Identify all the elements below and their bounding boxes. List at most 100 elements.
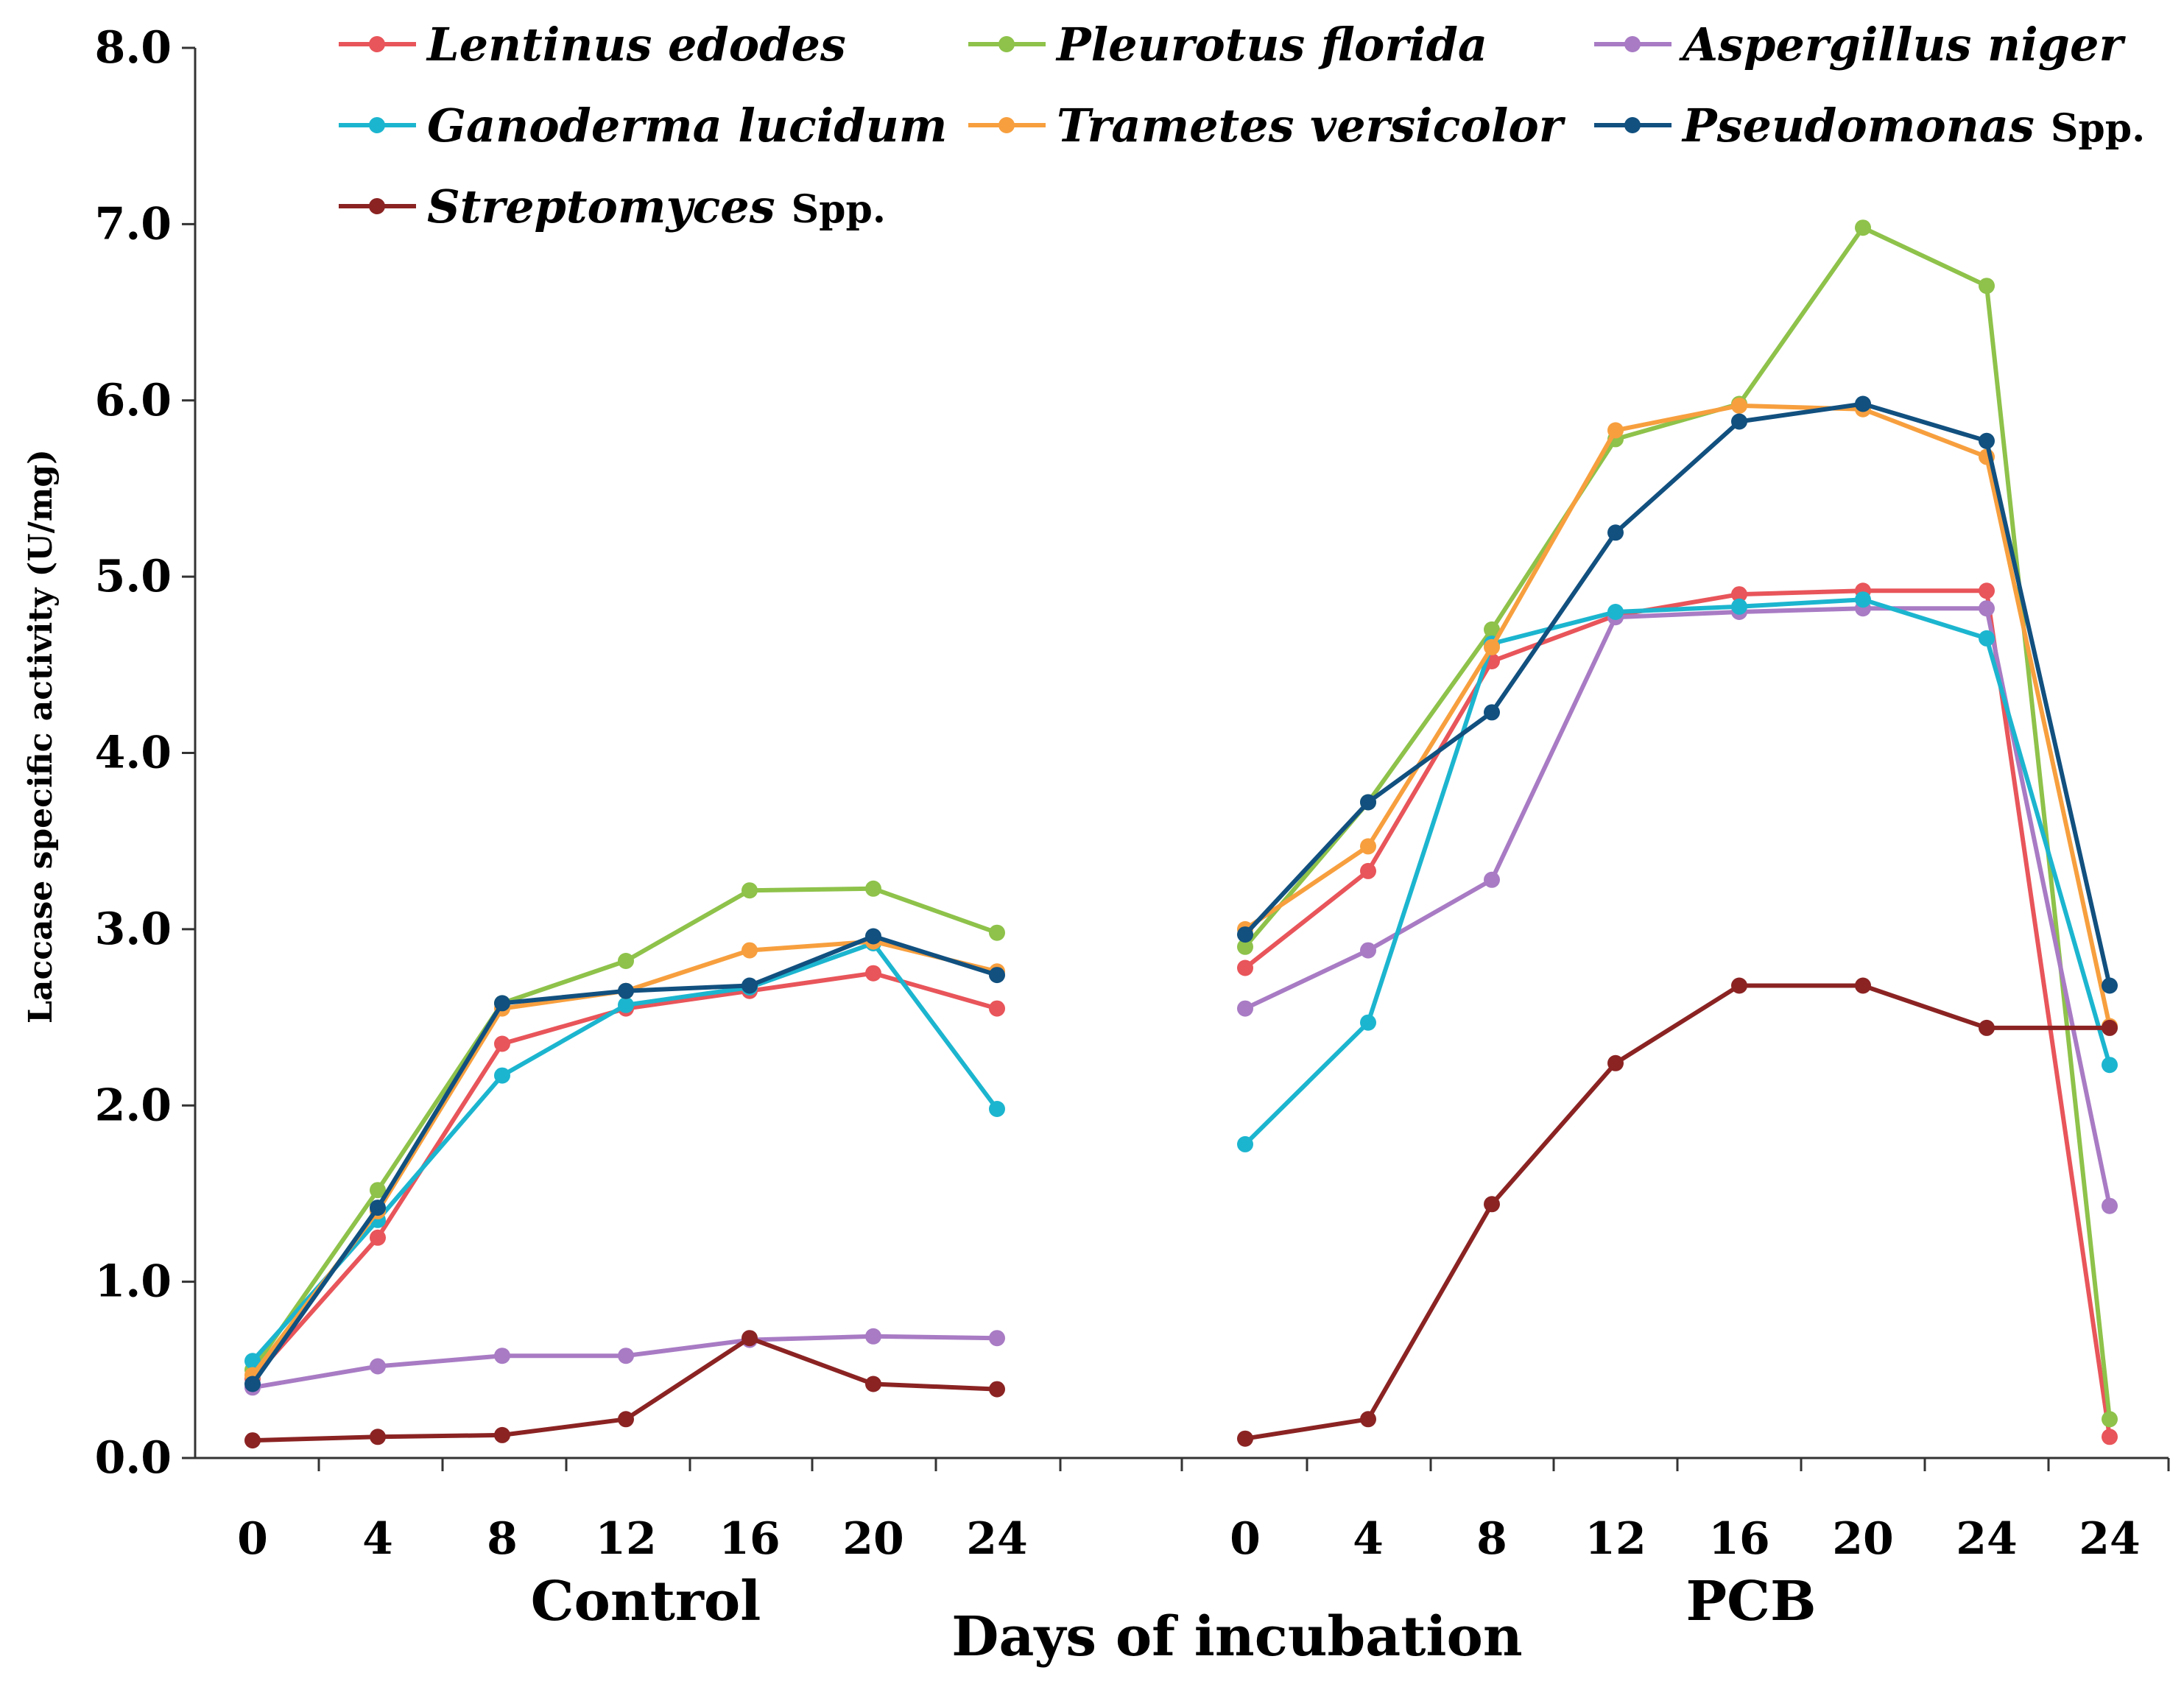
data-point — [1731, 586, 1747, 603]
data-point — [989, 1000, 1005, 1017]
data-point — [1360, 838, 1376, 855]
legend-suffix: Spp. — [2051, 106, 2145, 151]
legend-swatch-marker — [998, 117, 1015, 133]
legend-label: Aspergillus niger — [1679, 18, 2126, 71]
y-axis-title: Laccase specific activity (U/mg) — [22, 449, 60, 1024]
data-point — [2102, 1197, 2118, 1214]
y-tick-label: 8.0 — [95, 22, 172, 74]
data-point — [1607, 524, 1624, 541]
x-tick-label-control: 8 — [487, 1513, 518, 1565]
legend-swatch-marker — [1624, 117, 1641, 133]
data-point — [865, 1328, 881, 1345]
data-point — [989, 967, 1005, 984]
data-point — [370, 1429, 386, 1445]
data-point — [1484, 704, 1500, 721]
data-point — [494, 1426, 510, 1443]
series-pseudomonas — [244, 395, 2118, 1392]
data-point — [989, 1101, 1005, 1117]
data-point — [244, 1353, 261, 1370]
data-point — [1979, 278, 1995, 295]
data-point — [1484, 1196, 1500, 1213]
series-aspergillus-niger — [244, 600, 2118, 1396]
legend-item-pseudomonas: Pseudomonas Spp. — [1594, 99, 2145, 152]
series-line-pcb — [1243, 588, 2112, 1440]
data-point — [2102, 1411, 2118, 1428]
data-point — [618, 1348, 634, 1364]
legend-label: Trametes versicolor — [1057, 99, 1566, 152]
data-point — [741, 977, 758, 994]
data-point — [494, 1348, 510, 1364]
series-line-pcb — [1243, 225, 2112, 1422]
x-tick-label-pcb: 24 — [2079, 1513, 2141, 1565]
data-point — [1484, 621, 1500, 638]
legend: Lentinus edodes Pleurotus florida Aspergil… — [339, 18, 2145, 233]
data-point — [1360, 1014, 1376, 1031]
data-point — [2102, 1019, 2118, 1036]
data-point — [989, 924, 1005, 941]
data-point — [2102, 977, 2118, 994]
x-tick-label-pcb: 0 — [1230, 1513, 1261, 1565]
legend-label: Pseudomonas Spp. — [1681, 99, 2145, 152]
y-tick-label: 4.0 — [95, 728, 172, 779]
data-point — [1855, 219, 1871, 236]
data-point — [1237, 1135, 1253, 1152]
legend-item-aspergillus-niger: Aspergillus niger — [1594, 18, 2126, 71]
data-point — [865, 928, 881, 945]
data-point — [618, 982, 634, 999]
series-ganoderma-lucidum — [244, 591, 2118, 1370]
legend-swatch-marker — [1624, 36, 1641, 52]
legend-item-pleurotus-florida: Pleurotus florida — [968, 18, 1487, 71]
x-axis-title: Days of incubation — [951, 1605, 1522, 1669]
data-point — [1607, 422, 1624, 439]
x-tick-label-pcb: 24 — [1956, 1513, 2018, 1565]
data-point — [1360, 1411, 1376, 1428]
legend-item-trametes-versicolor: Trametes versicolor — [968, 99, 1566, 152]
data-point — [1979, 630, 1995, 647]
data-point — [1484, 638, 1500, 655]
x-tick-label-control: 12 — [595, 1513, 657, 1565]
data-point — [1731, 598, 1747, 615]
data-point — [244, 1432, 261, 1449]
data-point — [1607, 604, 1624, 620]
data-point — [618, 1411, 634, 1428]
legend-label: Lentinus edodes — [426, 18, 846, 71]
data-point — [989, 1330, 1005, 1347]
data-point — [1731, 397, 1747, 414]
series-pleurotus-florida — [244, 219, 2118, 1428]
x-tick-label-control: 0 — [237, 1513, 268, 1565]
legend-swatch-marker — [998, 36, 1015, 52]
data-point — [370, 1200, 386, 1216]
legend-label: Streptomyces Spp. — [427, 180, 886, 233]
series-streptomyces — [244, 977, 2118, 1449]
x-tick-label-pcb: 20 — [1832, 1513, 1894, 1565]
legend-swatch-marker — [369, 198, 385, 214]
data-point — [1731, 413, 1747, 430]
data-point — [865, 965, 881, 982]
y-tick-label: 5.0 — [95, 551, 172, 602]
data-point — [741, 942, 758, 959]
legend-item-ganoderma-lucidum: Ganoderma lucidum — [339, 99, 947, 152]
data-point — [1731, 977, 1747, 994]
data-point — [1237, 938, 1253, 955]
data-point — [741, 882, 758, 899]
data-point — [741, 1330, 758, 1347]
axes: 0.0 1.0 2.0 3.0 4.0 5.0 6.0 7.0 8.0 0 4 8 12 16 20 24 0 4… — [95, 22, 2170, 1565]
data-point — [1979, 1019, 1995, 1036]
x-tick-label-pcb: 4 — [1353, 1513, 1384, 1565]
data-point — [865, 880, 881, 897]
group-label-pcb: PCB — [1685, 1570, 1816, 1633]
legend-swatch-marker — [369, 36, 385, 52]
series-line-pcb — [1243, 983, 2112, 1441]
data-point — [1607, 1054, 1624, 1071]
data-point — [618, 953, 634, 969]
data-point — [1360, 862, 1376, 879]
data-point — [1484, 871, 1500, 888]
legend-item-lentinus-edodes: Lentinus edodes — [339, 18, 846, 71]
y-tick-label: 0.0 — [95, 1432, 172, 1484]
data-point — [865, 1376, 881, 1392]
data-point — [1979, 432, 1995, 449]
y-tick-label: 3.0 — [95, 904, 172, 955]
data-point — [370, 1182, 386, 1199]
data-point — [1360, 942, 1376, 959]
